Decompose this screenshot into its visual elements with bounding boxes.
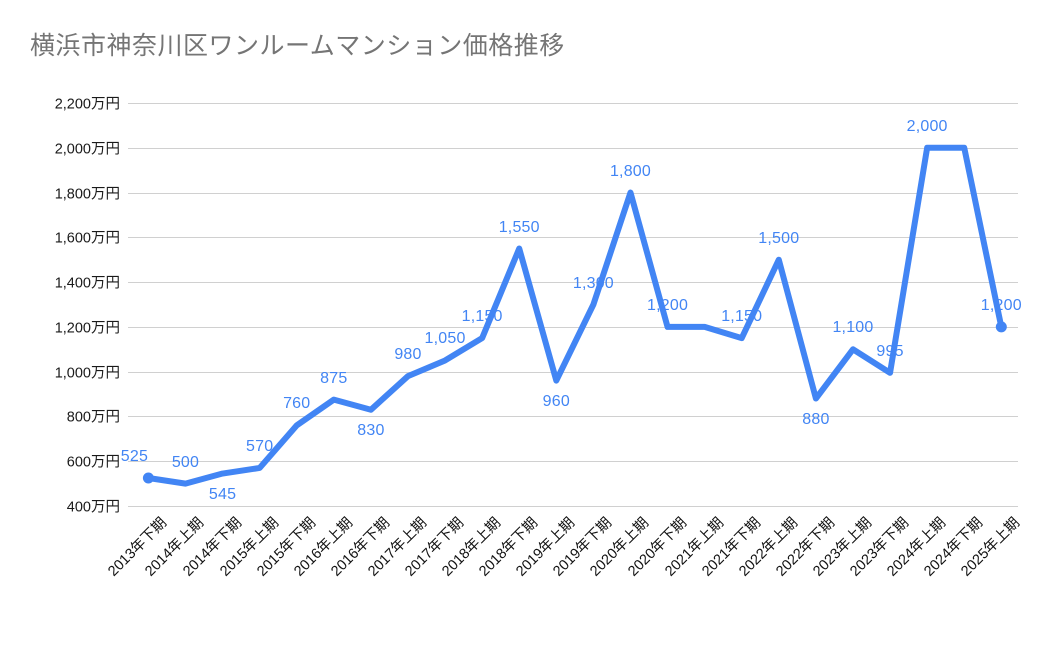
gridline	[128, 416, 1018, 418]
gridline	[128, 461, 1018, 463]
gridline	[128, 326, 1018, 328]
data-point-label: 980	[394, 346, 422, 364]
data-point-label: 545	[208, 485, 237, 503]
data-point-label: 525	[120, 448, 149, 465]
data-point-label: 1,550	[498, 218, 540, 236]
data-point-label: 995	[876, 342, 904, 360]
data-point-label: 1,300	[572, 274, 614, 292]
series-point	[142, 472, 154, 484]
data-point-label: 960	[542, 392, 570, 410]
gridline	[128, 192, 1018, 194]
data-point-label: 570	[245, 437, 274, 455]
data-point-label: 1,500	[758, 229, 800, 247]
data-point-label: 500	[171, 453, 200, 471]
series-points	[142, 321, 1007, 484]
data-point-label: 875	[320, 369, 348, 387]
gridline	[128, 103, 1018, 104]
data-point-label: 1,150	[461, 308, 503, 326]
data-point-label: 1,200	[980, 296, 1022, 314]
chart-title: 横浜市神奈川区ワンルームマンション価格推移	[30, 32, 565, 60]
data-point-label: 2,000	[906, 117, 948, 135]
data-point-label: 1,800	[609, 162, 651, 180]
gridline	[128, 282, 1018, 284]
data-point-label: 1,200	[647, 296, 689, 314]
data-point-label: 1,150	[721, 308, 763, 326]
data-point-label: 760	[283, 395, 311, 413]
series-line	[145, 144, 1005, 487]
data-point-label: 1,100	[832, 319, 874, 337]
gridline	[128, 237, 1018, 239]
data-point-label: 830	[357, 421, 385, 439]
series-point	[995, 321, 1007, 333]
gridline	[128, 371, 1018, 373]
plot-area	[128, 103, 1018, 507]
gridline	[128, 147, 1018, 149]
data-point-label: 880	[802, 410, 830, 428]
data-point-label: 1,050	[424, 330, 466, 348]
gridline	[128, 506, 1018, 507]
